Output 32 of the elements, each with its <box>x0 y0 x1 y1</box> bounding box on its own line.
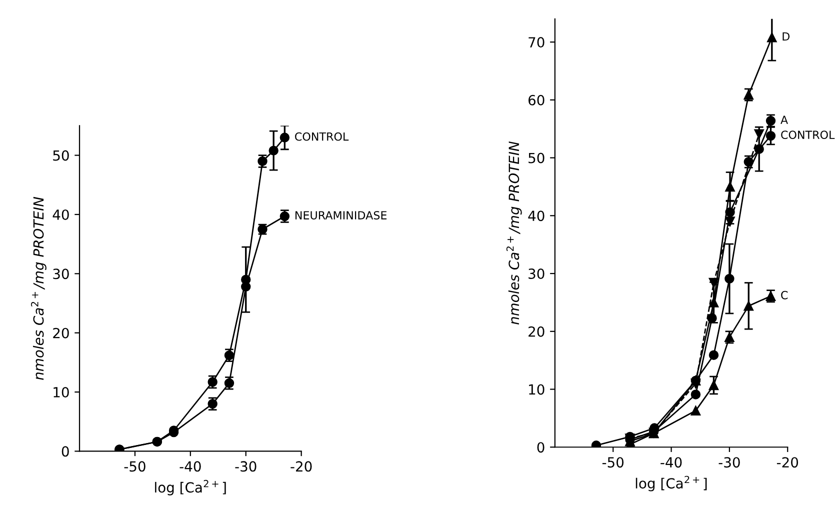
x-tick-label: -30 <box>235 461 256 472</box>
series-label: CONTROL <box>781 130 835 140</box>
y-tick-label: 30 <box>528 268 544 279</box>
y-tick-label: 10 <box>54 387 69 398</box>
x-tick-label: -50 <box>602 457 624 468</box>
x-tick-label: -20 <box>290 461 312 472</box>
y-tick-label: 40 <box>52 209 69 220</box>
y-tick-label: 50 <box>53 150 69 161</box>
series-label: D <box>782 32 790 40</box>
y-tick-label: 60 <box>528 94 544 106</box>
x-tick-label: -40 <box>660 457 682 468</box>
series-label: A <box>780 116 788 124</box>
y-axis-title: nmoles Ca$^{2+}$/mg PROTEIN <box>31 196 46 380</box>
x-axis-title: log [Ca$^{2+}$] <box>636 476 707 492</box>
y-tick-label: 40 <box>528 210 544 222</box>
x-axis-title: log [Ca$^{2+}$] <box>155 480 226 496</box>
series-label: NEURAMINIDASE <box>295 211 387 220</box>
x-tick-label: -30 <box>718 457 740 468</box>
y-tick-label: 50 <box>528 152 544 164</box>
y-tick-label: 20 <box>528 326 544 337</box>
x-tick-label: -20 <box>776 457 798 468</box>
y-tick-label: 70 <box>528 37 544 48</box>
series-label: C <box>781 290 788 300</box>
x-tick-label: -40 <box>180 461 201 472</box>
y-tick-label: 0 <box>537 442 544 453</box>
y-tick-label: 30 <box>53 268 69 280</box>
y-axis-title: nmoles Ca$^{2+}$/mg PROTEIN <box>506 141 522 324</box>
y-tick-label: 0 <box>62 446 69 457</box>
y-tick-label: 10 <box>529 384 544 395</box>
series-label: CONTROL <box>295 132 349 141</box>
y-tick-label: 20 <box>53 328 69 338</box>
x-tick-label: -50 <box>124 461 146 472</box>
